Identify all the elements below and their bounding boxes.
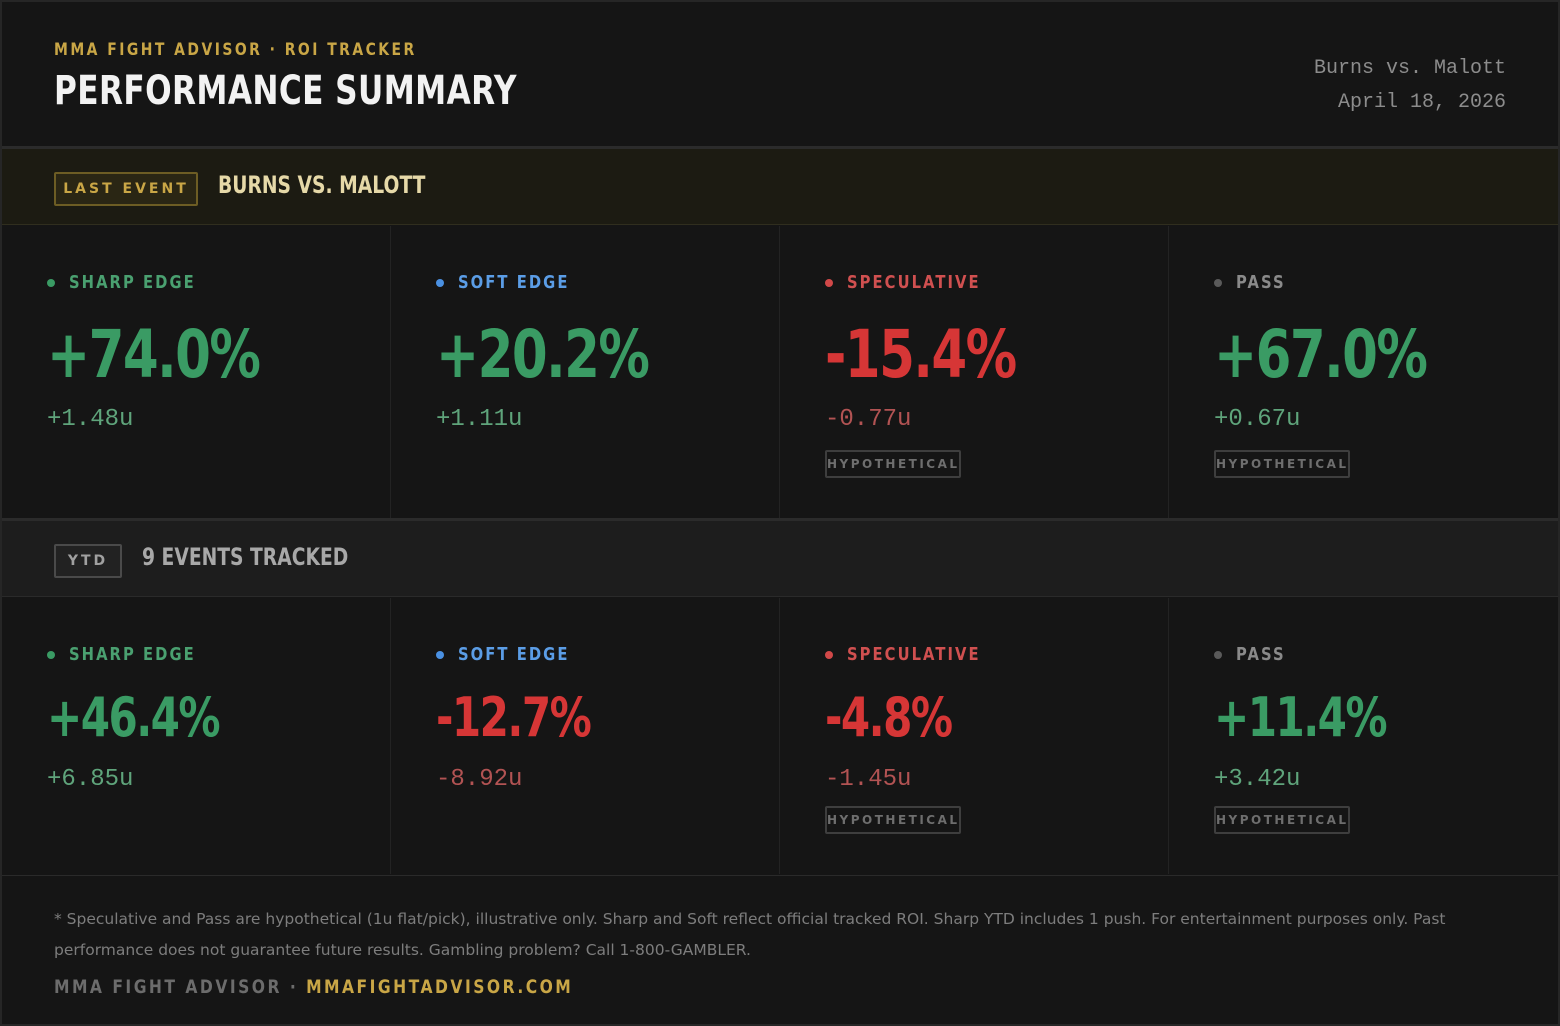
roi-units: +6.85u [47, 766, 134, 793]
roi-units: +0.67u [1214, 406, 1301, 433]
category-label: SHARP EDGE [47, 644, 224, 665]
pass-dot-icon [1214, 650, 1222, 659]
speculative-dot-icon [825, 278, 833, 287]
category-label: SPECULATIVE [825, 272, 1010, 293]
last-event-grid: SHARP EDGE +74.0% +1.48u SOFT EDGE +20.2… [2, 226, 1558, 518]
ytd-soft-cell: SOFT EDGE -12.7% -8.92u [391, 598, 780, 874]
roi-units: -0.77u [825, 406, 912, 433]
roi-percent: -12.7% [436, 686, 592, 749]
hypothetical-badge: HYPOTHETICAL [825, 806, 961, 834]
header: MMA FIGHT ADVISOR · ROI TRACKER PERFORMA… [2, 2, 1558, 146]
category-label: PASS [1214, 644, 1297, 665]
ytd-label: 9 EVENTS TRACKED [142, 543, 349, 571]
roi-percent: +11.4% [1214, 686, 1388, 749]
hypothetical-badge: HYPOTHETICAL [1214, 450, 1350, 478]
section-divider [2, 518, 1558, 521]
soft-dot-icon [436, 278, 444, 287]
roi-percent: +46.4% [47, 686, 221, 749]
hypothetical-badge: HYPOTHETICAL [825, 450, 961, 478]
category-label: SPECULATIVE [825, 644, 1010, 665]
ytd-bar: YTD 9 EVENTS TRACKED [2, 521, 1558, 597]
roi-percent: +20.2% [436, 316, 650, 393]
event-date: April 18, 2026 [1337, 91, 1506, 114]
pass-dot-icon [1214, 278, 1222, 287]
ytd-tag: YTD [54, 544, 122, 578]
last-speculative-cell: SPECULATIVE -15.4% -0.77u HYPOTHETICAL [780, 226, 1169, 518]
ytd-pass-cell: PASS +11.4% +3.42u HYPOTHETICAL [1169, 598, 1558, 874]
eyebrow-label: MMA FIGHT ADVISOR · ROI TRACKER [54, 40, 417, 60]
page-title: PERFORMANCE SUMMARY [54, 68, 517, 114]
last-pass-cell: PASS +67.0% +0.67u HYPOTHETICAL [1169, 226, 1558, 518]
event-info: Burns vs. Malott April 18, 2026 [1314, 52, 1506, 120]
hypothetical-badge: HYPOTHETICAL [1214, 806, 1350, 834]
ytd-grid: SHARP EDGE +46.4% +6.85u SOFT EDGE -12.7… [2, 598, 1558, 874]
sharp-dot-icon [47, 278, 55, 287]
roi-percent: -4.8% [825, 686, 953, 749]
roi-percent: -15.4% [825, 316, 1017, 393]
ytd-sharp-cell: SHARP EDGE +46.4% +6.85u [2, 598, 391, 874]
roi-units: -8.92u [436, 766, 523, 793]
header-divider [2, 146, 1558, 149]
speculative-dot-icon [825, 650, 833, 659]
last-event-label: BURNS VS. MALOTT [218, 171, 426, 199]
footer-brand: MMA FIGHT ADVISOR · MMAFIGHTADVISOR.COM [54, 976, 573, 998]
ytd-speculative-cell: SPECULATIVE -4.8% -1.45u HYPOTHETICAL [780, 598, 1169, 874]
brand-name: MMA FIGHT ADVISOR · [54, 976, 307, 998]
last-sharp-cell: SHARP EDGE +74.0% +1.48u [2, 226, 391, 518]
roi-units: +1.11u [436, 406, 523, 433]
soft-dot-icon [436, 650, 444, 659]
brand-site-link[interactable]: MMAFIGHTADVISOR.COM [306, 976, 574, 998]
roi-units: +3.42u [1214, 766, 1301, 793]
roi-units: -1.45u [825, 766, 912, 793]
last-event-tag: LAST EVENT [54, 172, 198, 206]
category-label: SHARP EDGE [47, 272, 224, 293]
last-event-bar: LAST EVENT BURNS VS. MALOTT [2, 149, 1558, 225]
footer: * Speculative and Pass are hypothetical … [2, 875, 1558, 1024]
event-name: Burns vs. Malott [1313, 57, 1506, 80]
roi-units: +1.48u [47, 406, 134, 433]
disclaimer-text: * Speculative and Pass are hypothetical … [54, 910, 1446, 959]
last-soft-cell: SOFT EDGE +20.2% +1.11u [391, 226, 780, 518]
roi-percent: +67.0% [1214, 316, 1428, 393]
category-label: PASS [1214, 272, 1297, 293]
roi-percent: +74.0% [47, 316, 261, 393]
category-label: SOFT EDGE [436, 272, 594, 293]
sharp-dot-icon [47, 650, 55, 659]
category-label: SOFT EDGE [436, 644, 594, 665]
